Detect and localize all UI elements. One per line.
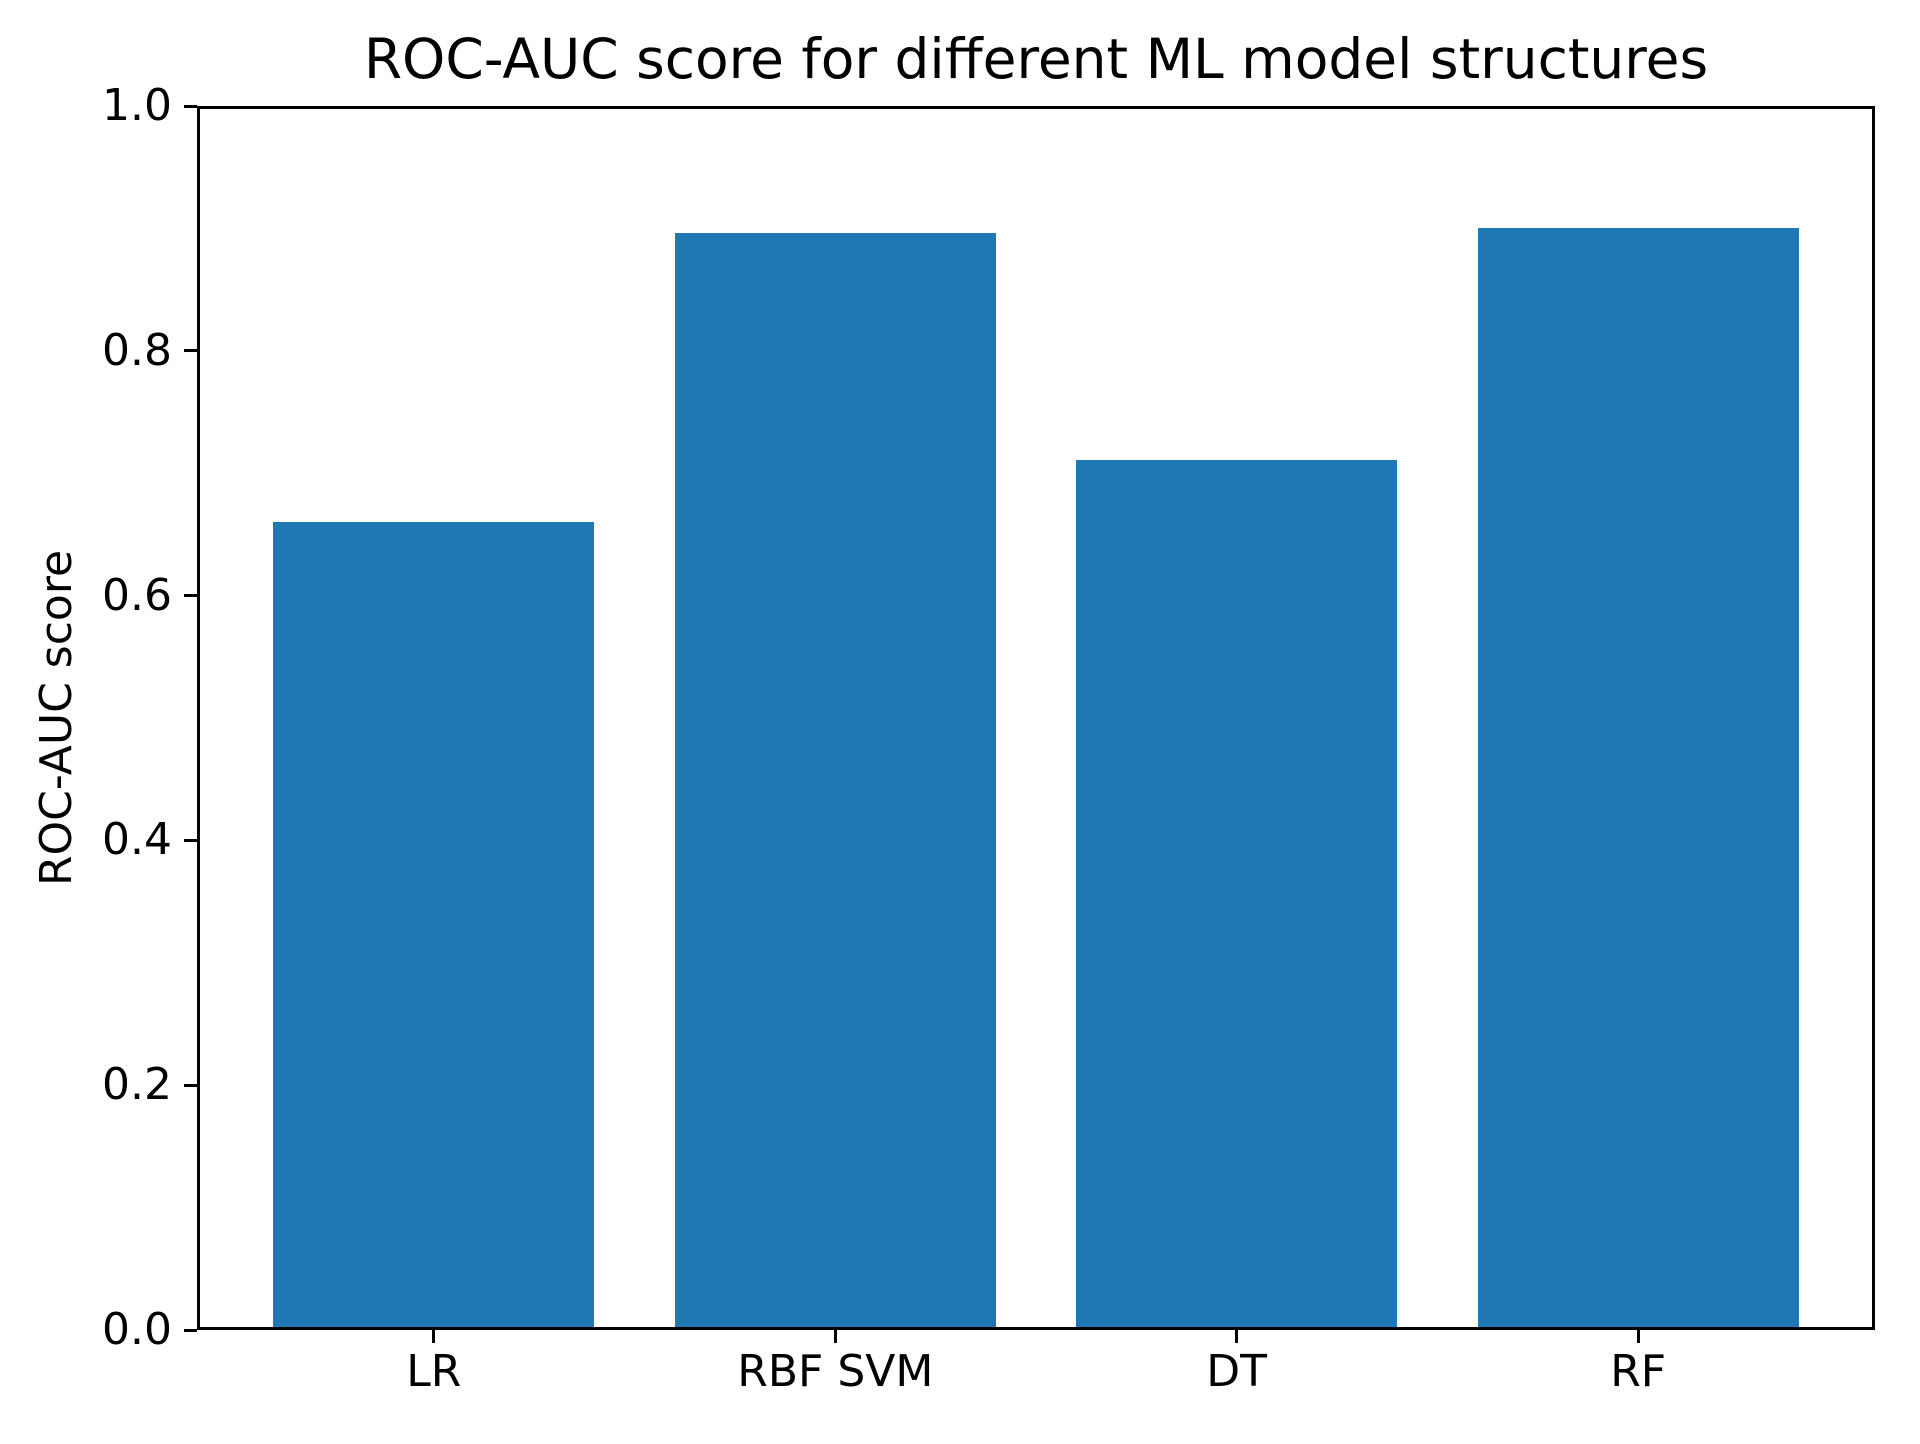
y-tick-label: 0.8 <box>102 324 172 376</box>
x-tick-mark <box>833 1330 837 1343</box>
bar-dt <box>1076 460 1398 1330</box>
y-tick-mark <box>184 349 197 353</box>
y-tick-mark <box>184 1328 197 1332</box>
y-tick-label: 0.6 <box>102 569 172 621</box>
x-tick-mark <box>1636 1330 1640 1343</box>
x-tick-mark <box>1235 1330 1239 1343</box>
x-tick-label: DT <box>1206 1346 1268 1397</box>
x-tick-label: RBF SVM <box>737 1346 934 1397</box>
bar-rf <box>1477 228 1799 1330</box>
x-tick-label: LR <box>406 1346 462 1397</box>
y-tick-label: 1.0 <box>102 80 172 131</box>
y-tick-mark <box>184 1083 197 1087</box>
x-tick-mark <box>432 1330 436 1343</box>
chart-title: ROC-AUC score for different ML model str… <box>363 27 1709 91</box>
bar-rbf-svm <box>674 233 996 1330</box>
y-tick-label: 0.2 <box>102 1059 172 1111</box>
y-tick-label: 0.4 <box>102 814 172 866</box>
y-tick-mark <box>184 594 197 598</box>
y-tick-mark <box>184 104 197 108</box>
y-tick-mark <box>184 838 197 842</box>
bar-lr <box>273 522 595 1330</box>
y-tick-label: 0.0 <box>102 1304 172 1355</box>
x-tick-label: RF <box>1610 1346 1667 1397</box>
